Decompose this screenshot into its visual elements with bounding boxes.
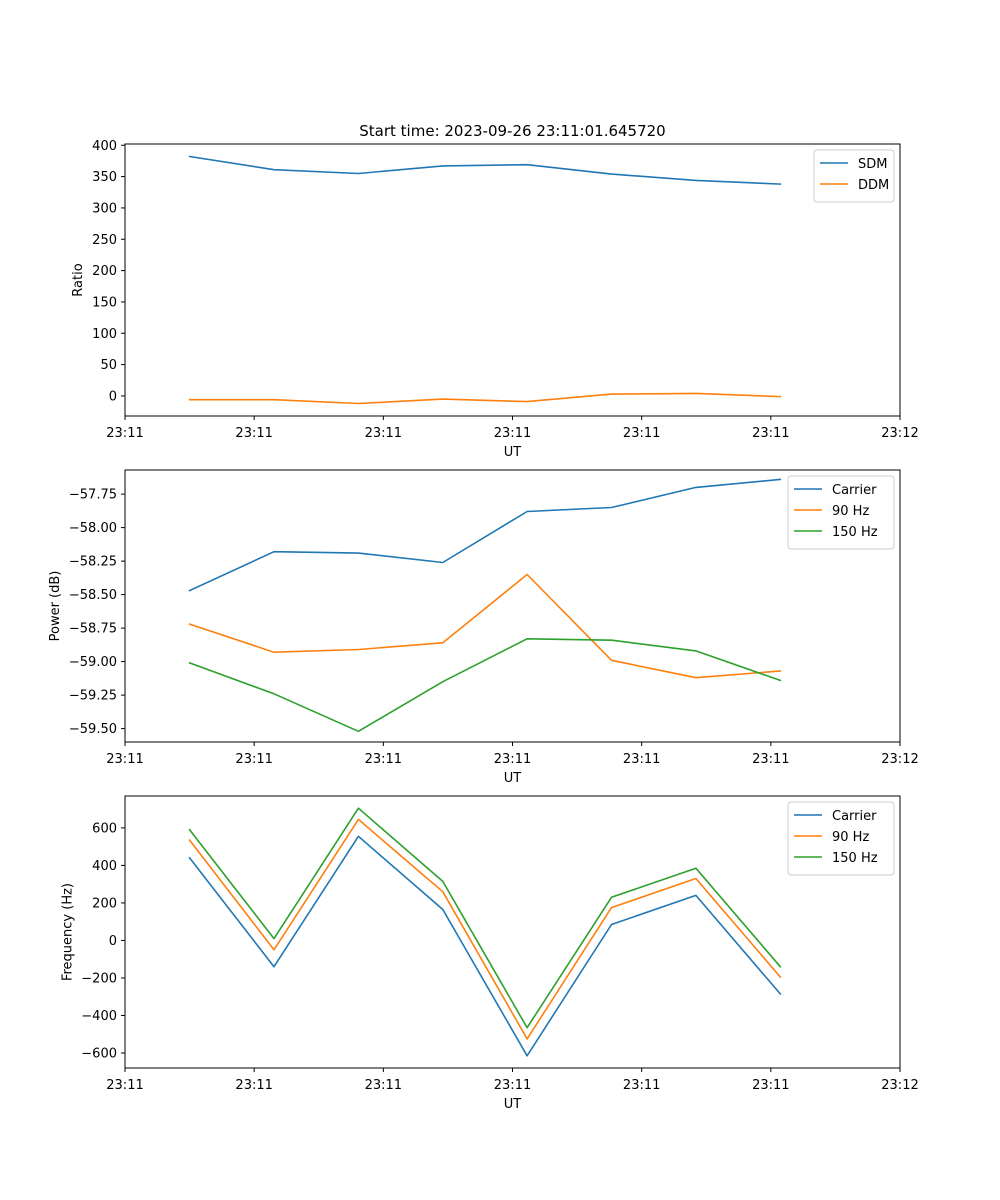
series-line-90-hz [188,573,782,679]
subplot-1: 23:11 23:11 23:11 23:11 23:11 23:11 23:12 0 50 10… [71,139,919,460]
legend: Carrier 90 Hz 150 Hz [787,475,895,550]
x-tick-label: 23:11 [365,752,402,767]
y-tick-label: 50 [100,358,117,373]
y-tick-label: −59.00 [69,655,117,670]
y-tick-label: 0 [109,934,117,949]
series-line-carrier [188,835,782,1057]
x-tick-label: 23:11 [623,752,660,767]
x-tick-label: 23:12 [881,752,918,767]
series-line-150-hz [188,637,782,733]
legend-label: 90 Hz [832,830,869,845]
y-tick-label: 250 [92,233,117,248]
y-tick-label: 400 [92,139,117,154]
series-line-sdm [188,155,782,185]
y-tick-label: 400 [92,859,117,874]
y-tick-label: −58.25 [69,555,117,570]
x-tick-label: 23:11 [365,1078,402,1093]
y-tick-label: 350 [92,170,117,185]
x-tick-label: 23:11 [752,426,789,441]
y-tick-label: 200 [92,264,117,279]
subplot-3: 23:11 23:11 23:11 23:11 23:11 23:11 23:12 −600 −… [60,795,919,1112]
x-tick-label: 23:11 [106,1078,143,1093]
y-tick-label: 150 [92,295,117,310]
legend-label: 150 Hz [832,851,878,866]
y-tick-label: −59.25 [69,689,117,704]
y-tick-label: −58.75 [69,622,117,637]
x-tick-label: 23:11 [752,752,789,767]
x-tick-label: 23:11 [235,752,272,767]
x-tick-label: 23:11 [623,1078,660,1093]
x-tick-label: 23:11 [106,426,143,441]
y-tick-label: 600 [92,821,117,836]
y-tick-label: 200 [92,896,117,911]
subplots: 23:11 23:11 23:11 23:11 23:11 23:11 23:12 0 50 10… [48,139,919,1112]
y-tick-label: −58.50 [69,588,117,603]
y-tick-label: 300 [92,201,117,216]
x-tick-label: 23:11 [752,1078,789,1093]
y-tick-label: −57.75 [69,488,117,503]
x-tick-label: 23:11 [235,1078,272,1093]
legend-label: Carrier [832,483,877,498]
legend-label: 150 Hz [832,525,878,540]
x-tick-label: 23:12 [881,1078,918,1093]
y-axis-label: Ratio [71,263,86,296]
legend-label: SDM [858,157,887,172]
x-axis-label: UT [504,445,522,460]
x-axis-label: UT [504,771,522,786]
y-tick-label: −400 [81,1009,117,1024]
y-tick-label: 0 [109,389,117,404]
series-line-90-hz [188,818,782,1040]
x-tick-label: 23:11 [623,426,660,441]
y-tick-label: −58.00 [69,521,117,536]
legend: SDM DDM [813,149,895,203]
x-tick-label: 23:11 [106,752,143,767]
series-line-carrier [188,478,782,592]
x-tick-label: 23:11 [494,1078,531,1093]
x-tick-label: 23:11 [235,426,272,441]
series-line-150-hz [188,807,782,1029]
x-tick-label: 23:11 [365,426,402,441]
x-axis-label: UT [504,1097,522,1112]
y-tick-label: −59.50 [69,722,117,737]
y-tick-label: −200 [81,971,117,986]
x-tick-label: 23:12 [881,426,918,441]
x-tick-label: 23:11 [494,426,531,441]
y-tick-label: 100 [92,327,117,342]
legend-label: DDM [858,178,889,193]
legend-label: 90 Hz [832,504,869,519]
subplot-2: 23:11 23:11 23:11 23:11 23:11 23:11 23:12 −59.5… [48,469,919,786]
legend: Carrier 90 Hz 150 Hz [787,801,895,876]
y-tick-label: −600 [81,1046,117,1061]
y-axis-label: Frequency (Hz) [60,883,75,981]
figure-title: Start time: 2023-09-26 23:11:01.645720 [359,122,665,140]
y-axis-label: Power (dB) [48,571,63,642]
x-tick-label: 23:11 [494,752,531,767]
legend-label: Carrier [832,809,877,824]
series-line-ddm [188,392,782,405]
